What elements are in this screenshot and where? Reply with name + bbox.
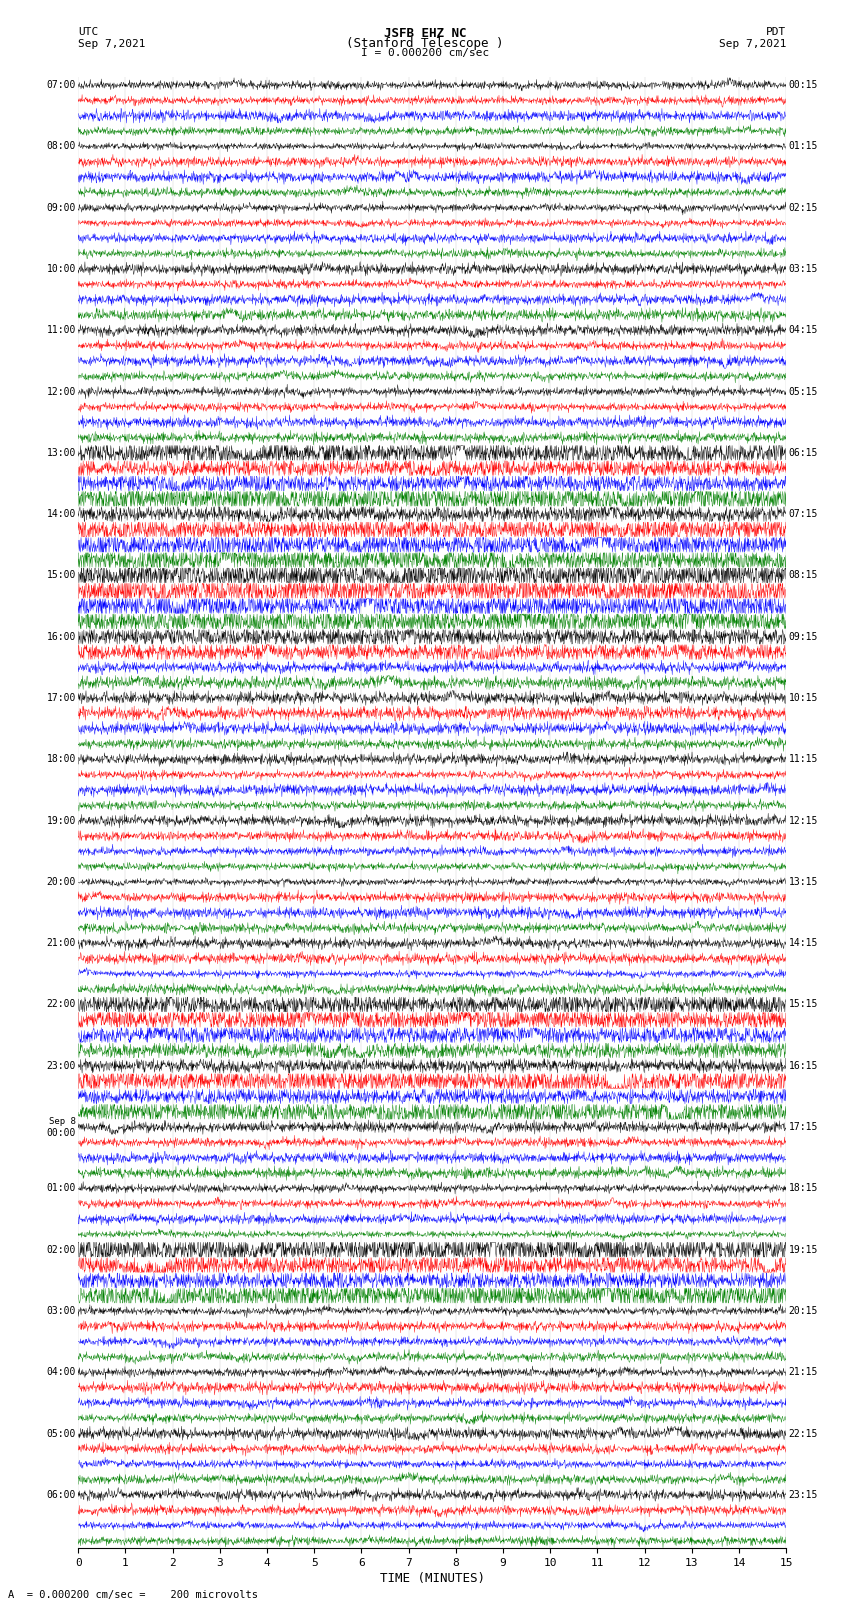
Text: 11:00: 11:00	[47, 326, 76, 336]
Text: 07:15: 07:15	[788, 510, 818, 519]
Text: 01:15: 01:15	[788, 142, 818, 152]
Text: 12:00: 12:00	[47, 387, 76, 397]
Text: A  = 0.000200 cm/sec =    200 microvolts: A = 0.000200 cm/sec = 200 microvolts	[8, 1590, 258, 1600]
Text: 02:00: 02:00	[47, 1245, 76, 1255]
Text: 20:00: 20:00	[47, 877, 76, 887]
Text: 15:00: 15:00	[47, 571, 76, 581]
X-axis label: TIME (MINUTES): TIME (MINUTES)	[380, 1573, 484, 1586]
Text: 19:00: 19:00	[47, 816, 76, 826]
Text: 05:00: 05:00	[47, 1429, 76, 1439]
Text: 03:00: 03:00	[47, 1307, 76, 1316]
Text: Sep 7,2021: Sep 7,2021	[78, 39, 145, 48]
Text: 23:00: 23:00	[47, 1061, 76, 1071]
Text: 21:00: 21:00	[47, 939, 76, 948]
Text: 18:00: 18:00	[47, 755, 76, 765]
Text: 02:15: 02:15	[788, 203, 818, 213]
Text: 04:15: 04:15	[788, 326, 818, 336]
Text: 05:15: 05:15	[788, 387, 818, 397]
Text: 14:15: 14:15	[788, 939, 818, 948]
Text: 10:15: 10:15	[788, 694, 818, 703]
Text: 04:00: 04:00	[47, 1368, 76, 1378]
Text: 03:15: 03:15	[788, 265, 818, 274]
Text: 16:15: 16:15	[788, 1061, 818, 1071]
Text: PDT: PDT	[766, 27, 786, 37]
Text: 21:15: 21:15	[788, 1368, 818, 1378]
Text: 13:15: 13:15	[788, 877, 818, 887]
Text: 07:00: 07:00	[47, 81, 76, 90]
Text: 22:00: 22:00	[47, 1000, 76, 1010]
Text: 20:15: 20:15	[788, 1307, 818, 1316]
Text: 00:00: 00:00	[47, 1127, 76, 1137]
Text: 11:15: 11:15	[788, 755, 818, 765]
Text: 12:15: 12:15	[788, 816, 818, 826]
Text: 08:00: 08:00	[47, 142, 76, 152]
Text: 23:15: 23:15	[788, 1490, 818, 1500]
Text: (Stanford Telescope ): (Stanford Telescope )	[346, 37, 504, 50]
Text: 13:00: 13:00	[47, 448, 76, 458]
Text: 06:15: 06:15	[788, 448, 818, 458]
Text: 16:00: 16:00	[47, 632, 76, 642]
Text: 01:00: 01:00	[47, 1184, 76, 1194]
Text: UTC: UTC	[78, 27, 99, 37]
Text: 22:15: 22:15	[788, 1429, 818, 1439]
Text: 17:00: 17:00	[47, 694, 76, 703]
Text: I = 0.000200 cm/sec: I = 0.000200 cm/sec	[361, 48, 489, 58]
Text: 15:15: 15:15	[788, 1000, 818, 1010]
Text: 09:15: 09:15	[788, 632, 818, 642]
Text: 18:15: 18:15	[788, 1184, 818, 1194]
Text: 00:15: 00:15	[788, 81, 818, 90]
Text: 19:15: 19:15	[788, 1245, 818, 1255]
Text: JSFB EHZ NC: JSFB EHZ NC	[383, 27, 467, 40]
Text: 17:15: 17:15	[788, 1123, 818, 1132]
Text: Sep 7,2021: Sep 7,2021	[719, 39, 786, 48]
Text: Sep 8: Sep 8	[49, 1116, 76, 1126]
Text: 09:00: 09:00	[47, 203, 76, 213]
Text: 10:00: 10:00	[47, 265, 76, 274]
Text: 06:00: 06:00	[47, 1490, 76, 1500]
Text: 14:00: 14:00	[47, 510, 76, 519]
Text: 08:15: 08:15	[788, 571, 818, 581]
